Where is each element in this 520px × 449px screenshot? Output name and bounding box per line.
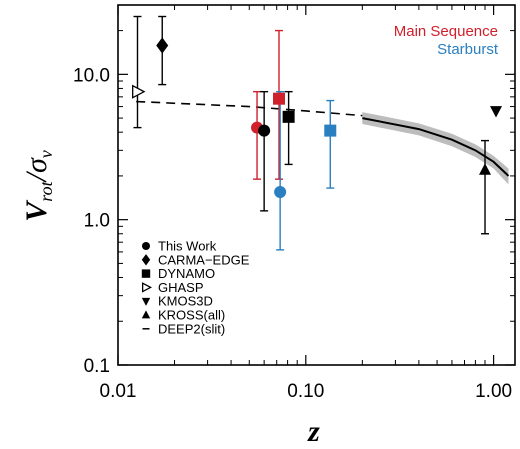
data-point-triangle-right-open bbox=[132, 84, 146, 99]
trend-confidence-band bbox=[362, 112, 509, 185]
error-bars bbox=[133, 15, 490, 251]
data-point-square bbox=[324, 124, 337, 137]
dashed-trend-line bbox=[136, 100, 363, 117]
legend-marker-triangle-right-open bbox=[141, 282, 153, 293]
data-point-triangle-down bbox=[490, 106, 503, 118]
solid-trend-line bbox=[362, 117, 510, 177]
legend-marker-circle bbox=[142, 242, 150, 250]
y-tick-label: 1.0 bbox=[84, 211, 110, 232]
legend-label: DYNAMO bbox=[158, 266, 215, 281]
data-point-square bbox=[273, 92, 286, 105]
legend-label: KROSS(all) bbox=[158, 308, 225, 323]
axis-ticks: 0.01 0.10 1.00 0.1 1.0 10.0 bbox=[73, 4, 515, 402]
data-point-diamond bbox=[156, 37, 169, 54]
legend-label: DEEP2(slit) bbox=[158, 321, 225, 336]
y-tick-label: 0.1 bbox=[84, 356, 110, 377]
y-axis-title: Vrot/σv bbox=[20, 150, 56, 222]
legend-label: KMOS3D bbox=[158, 294, 213, 309]
legend-marker-triangle-down bbox=[141, 297, 151, 306]
legend-marker-square bbox=[141, 269, 151, 278]
trend-band bbox=[362, 112, 509, 185]
x-tick-label: 0.01 bbox=[100, 381, 137, 402]
data-point-circle bbox=[258, 124, 271, 137]
data-point-triangle-up bbox=[479, 163, 492, 175]
x-tick-label: 1.00 bbox=[475, 381, 512, 402]
data-markers bbox=[132, 37, 503, 199]
x-axis-title: z bbox=[307, 415, 320, 448]
y-tick-label: 10.0 bbox=[73, 65, 110, 86]
y-axis-title-main: V bbox=[20, 199, 53, 222]
trend-lines bbox=[136, 100, 510, 177]
y-axis-title-sub: rot bbox=[36, 180, 56, 201]
data-point-circle bbox=[274, 186, 287, 199]
legend-marker-diamond bbox=[141, 254, 151, 266]
data-point-square bbox=[282, 110, 295, 123]
plot-frame bbox=[117, 4, 516, 366]
legend-label: CARMA−EDGE bbox=[158, 252, 250, 267]
legend-label: This Work bbox=[158, 239, 217, 254]
legend-label: GHASP bbox=[158, 280, 204, 295]
x-tick-label: 0.10 bbox=[287, 381, 324, 402]
y-axis-title-sub2: v bbox=[36, 150, 56, 158]
group-label-starburst: Starburst bbox=[437, 41, 499, 58]
legend-marker-triangle-up bbox=[141, 310, 151, 319]
group-label-main-sequence: Main Sequence bbox=[394, 23, 498, 40]
legend: This WorkCARMA−EDGEDYNAMOGHASPKMOS3DKROS… bbox=[141, 239, 250, 336]
y-axis-title-sep: /σ bbox=[20, 157, 53, 183]
